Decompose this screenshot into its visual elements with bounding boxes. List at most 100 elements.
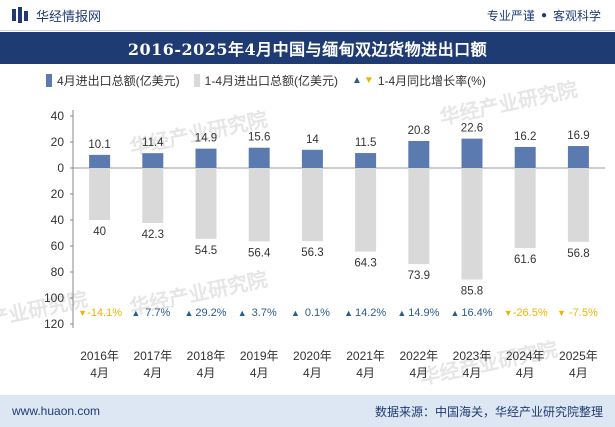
- chart-legend: 4月进出口总额(亿美元) 1-4月进出口总额(亿美元) ▲ ▼ 1-4月同比增长…: [46, 72, 500, 89]
- y-tick-label: 20: [51, 135, 65, 149]
- y-tick-label: 80: [51, 265, 65, 279]
- growth-rate-label: 14.9%: [408, 307, 439, 319]
- top-bar: 华经情报网 专业严谨 ● 客观科学: [0, 0, 615, 31]
- growth-down-icon: ▼: [557, 308, 566, 318]
- bar-april: [355, 153, 377, 168]
- growth-rate-label: 7.7%: [145, 307, 170, 319]
- y-tick-label: 20: [51, 187, 65, 201]
- bar-cumulative-value-label: 40: [93, 226, 106, 238]
- x-tick-label: 2020年: [293, 349, 332, 363]
- growth-rate-label: 16.4%: [461, 307, 492, 319]
- y-tick-label: 120: [44, 317, 64, 331]
- growth-up-icon: ▲: [185, 308, 194, 318]
- x-tick-label: 4月: [90, 366, 109, 380]
- footer-source: 数据来源：中国海关，华经产业研究院整理: [374, 404, 603, 419]
- tagline-left: 专业严谨: [486, 8, 535, 23]
- bar-cumulative-value-label: 54.5: [195, 245, 217, 257]
- legend-swatch-april: [46, 74, 52, 87]
- title-bar: 2016-2025年4月中国与缅甸双边货物进出口额: [0, 32, 615, 64]
- growth-up-icon: ▲: [344, 308, 353, 318]
- growth-down-icon: ▼: [504, 308, 513, 318]
- x-tick-label: 2018年: [187, 349, 226, 363]
- legend-item-growth: ▲ ▼ 1-4月同比增长率(%): [352, 72, 486, 89]
- logo-icon: [12, 7, 28, 23]
- x-tick-label: 4月: [463, 366, 482, 380]
- x-tick-label: 2023年: [453, 349, 492, 363]
- growth-rate-label: 14.2%: [355, 307, 386, 319]
- bar-april: [195, 148, 217, 168]
- bar-cumulative-value-label: 61.6: [514, 254, 536, 266]
- x-tick-label: 4月: [303, 366, 322, 380]
- bar-april-value-label: 15.6: [248, 132, 270, 144]
- bar-cumulative-value-label: 42.3: [142, 229, 164, 241]
- legend-item-cumulative: 1-4月进出口总额(亿美元): [193, 72, 339, 89]
- y-tick-label: 60: [51, 239, 65, 253]
- triangle-down-icon: ▼: [363, 75, 374, 86]
- legend-label-growth: 1-4月同比增长率(%): [377, 74, 486, 88]
- x-tick-label: 2024年: [506, 349, 545, 363]
- bar-cumulative-value-label: 56.4: [248, 247, 271, 259]
- growth-down-icon: ▼: [78, 308, 87, 318]
- bar-april-value-label: 16.9: [567, 130, 589, 142]
- bar-cumulative: [248, 168, 270, 242]
- bar-april-value-label: 16.2: [514, 131, 536, 143]
- bar-cumulative-value-label: 56.3: [301, 247, 323, 259]
- bar-cumulative: [567, 168, 589, 242]
- bar-april-value-label: 14: [306, 134, 319, 146]
- bar-cumulative: [514, 168, 536, 249]
- x-tick-label: 2019年: [240, 349, 279, 363]
- bar-cumulative: [195, 168, 217, 239]
- x-tick-label: 2022年: [399, 349, 438, 363]
- bar-cumulative-value-label: 73.9: [408, 270, 430, 282]
- growth-up-icon: ▲: [397, 308, 406, 318]
- tagline-separator: ●: [540, 9, 547, 21]
- brand: 华经情报网: [12, 6, 101, 25]
- bar-april: [89, 154, 111, 168]
- y-tick-label: 0: [57, 161, 64, 175]
- bar-april: [142, 153, 164, 168]
- bar-april-value-label: 14.9: [195, 133, 217, 145]
- y-tick-label: 100: [44, 291, 64, 305]
- triangle-up-icon: ▲: [352, 75, 362, 86]
- growth-rate-label: 29.2%: [195, 307, 226, 319]
- bar-cumulative: [142, 168, 164, 223]
- growth-rate-label: 0.1%: [305, 307, 330, 319]
- x-tick-label: 4月: [516, 366, 535, 380]
- bar-april: [514, 146, 536, 168]
- growth-rate-label: -7.5%: [569, 307, 598, 319]
- legend-label-april: 4月进出口总额(亿美元): [57, 74, 180, 88]
- growth-up-icon: ▲: [451, 308, 460, 318]
- x-tick-label: 2017年: [133, 349, 172, 363]
- x-tick-label: 2025年: [559, 349, 598, 363]
- bar-cumulative-value-label: 64.3: [354, 258, 376, 270]
- bar-cumulative-value-label: 56.8: [567, 248, 589, 260]
- x-tick-label: 4月: [250, 366, 269, 380]
- bar-april-value-label: 11.4: [142, 137, 164, 149]
- y-tick-label: 40: [51, 213, 65, 227]
- bar-cumulative: [89, 168, 111, 220]
- bar-cumulative-value-label: 85.8: [461, 286, 483, 298]
- growth-up-icon: ▲: [238, 308, 247, 318]
- bar-cumulative: [408, 168, 430, 265]
- brand-name: 华经情报网: [36, 8, 102, 24]
- x-tick-label: 4月: [409, 366, 428, 380]
- growth-rate-label: -26.5%: [513, 307, 548, 319]
- x-tick-label: 4月: [197, 366, 216, 380]
- legend-label-cumulative: 1-4月进出口总额(亿美元): [204, 74, 339, 88]
- bar-april: [248, 147, 270, 168]
- chart-title: 2016-2025年4月中国与缅甸双边货物进出口额: [127, 40, 488, 59]
- growth-rate-label: 3.7%: [252, 307, 277, 319]
- watermark-text: 华经产业研究院: [438, 77, 580, 130]
- footer-url[interactable]: www.huaon.com: [12, 404, 101, 418]
- bar-cumulative: [355, 168, 377, 252]
- tagline-right: 客观科学: [552, 8, 601, 23]
- x-tick-label: 2021年: [346, 349, 385, 363]
- bar-april: [301, 149, 323, 168]
- bar-april: [567, 146, 589, 168]
- legend-item-april: 4月进出口总额(亿美元): [46, 72, 180, 89]
- x-tick-label: 4月: [356, 366, 375, 380]
- legend-swatch-cumulative: [193, 74, 200, 87]
- bar-april-value-label: 11.5: [355, 137, 377, 149]
- watermark-text: 华经产业研究院: [418, 337, 560, 390]
